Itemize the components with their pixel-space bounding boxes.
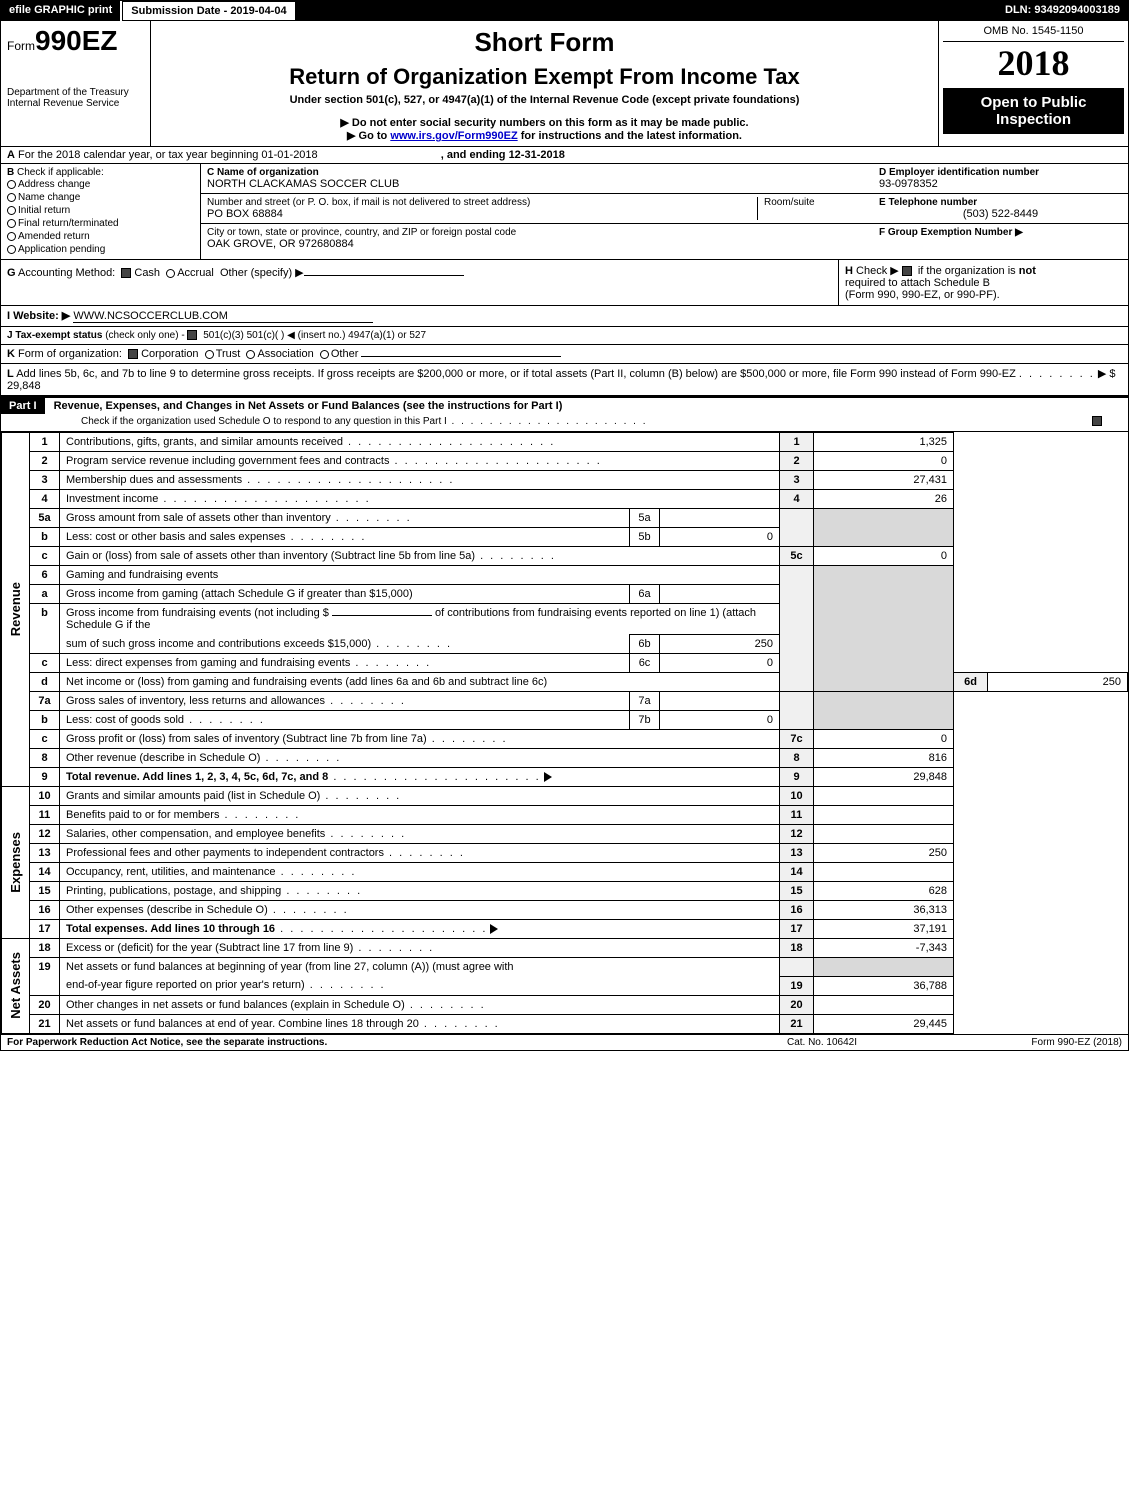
association-checkbox[interactable] — [246, 350, 255, 359]
section-text: Under section 501(c), 527, or 4947(a)(1)… — [157, 94, 932, 106]
check-initial-return[interactable]: Initial return — [7, 204, 194, 217]
ein: 93-0978352 — [879, 178, 1122, 190]
irs-label: Internal Revenue Service — [7, 98, 144, 109]
schedule-o-checkbox[interactable] — [1092, 416, 1102, 426]
expenses-section-label: Expenses — [8, 832, 23, 893]
line-10: Expenses 10 Grants and similar amounts p… — [2, 787, 1128, 806]
501c3-checkbox[interactable] — [187, 330, 197, 340]
line-H: H Check ▶ if the organization is not req… — [838, 260, 1128, 305]
check-final-return[interactable]: Final return/terminated — [7, 217, 194, 230]
group-exemption: F Group Exemption Number ▶ — [879, 227, 1122, 238]
ssn-warning: ▶ Do not enter social security numbers o… — [157, 116, 932, 129]
line-G: G Accounting Method: Cash Accrual Other … — [1, 260, 838, 305]
net-assets-section-label: Net Assets — [8, 952, 23, 1019]
line-21: 21 Net assets or fund balances at end of… — [2, 1014, 1128, 1033]
right-info-block: D Employer identification number 93-0978… — [873, 164, 1128, 259]
check-pending[interactable]: Application pending — [7, 243, 194, 256]
line-6d: d Net income or (loss) from gaming and f… — [2, 673, 1128, 692]
form-ref: Form 990-EZ (2018) — [922, 1037, 1122, 1048]
website-link[interactable]: WWW.NCSOCCERCLUB.COM — [73, 310, 373, 323]
main-title: Return of Organization Exempt From Incom… — [157, 64, 932, 90]
line-7a: 7a Gross sales of inventory, less return… — [2, 692, 1128, 711]
line-6: 6 Gaming and fundraising events — [2, 566, 1128, 585]
line-14: 14 Occupancy, rent, utilities, and maint… — [2, 863, 1128, 882]
line-3: 3 Membership dues and assessments 3 27,4… — [2, 471, 1128, 490]
line-8: 8 Other revenue (describe in Schedule O)… — [2, 749, 1128, 768]
line-11: 11 Benefits paid to or for members 11 — [2, 806, 1128, 825]
check-if-applicable: B Check if applicable: Address change Na… — [1, 164, 201, 259]
trust-checkbox[interactable] — [205, 350, 214, 359]
line-16: 16 Other expenses (describe in Schedule … — [2, 901, 1128, 920]
form-header: Form990EZ Department of the Treasury Int… — [1, 21, 1128, 147]
top-bar: efile GRAPHIC print Submission Date - 20… — [1, 1, 1128, 21]
dln: DLN: 93492094003189 — [997, 1, 1128, 21]
accrual-checkbox[interactable] — [166, 269, 175, 278]
line-5b: b Less: cost or other basis and sales ex… — [2, 528, 1128, 547]
open-to-public: Open to Public Inspection — [943, 88, 1124, 134]
omb-number: OMB No. 1545-1150 — [943, 25, 1124, 42]
org-info-block: B Check if applicable: Address change Na… — [1, 164, 1128, 260]
line-1: Revenue 1 Contributions, gifts, grants, … — [2, 433, 1128, 452]
line-5c: c Gain or (loss) from sale of assets oth… — [2, 547, 1128, 566]
goto-line: ▶ Go to www.irs.gov/Form990EZ for instru… — [157, 129, 932, 142]
efile-label: efile GRAPHIC print — [1, 1, 122, 21]
line-17: 17 Total expenses. Add lines 10 through … — [2, 920, 1128, 939]
org-name-address: C Name of organization NORTH CLACKAMAS S… — [201, 164, 873, 259]
line-A: A For the 2018 calendar year, or tax yea… — [1, 147, 1128, 163]
other-org-checkbox[interactable] — [320, 350, 329, 359]
line-12: 12 Salaries, other compensation, and emp… — [2, 825, 1128, 844]
cat-no: Cat. No. 10642I — [722, 1037, 922, 1048]
line-I: I Website: ▶ WWW.NCSOCCERCLUB.COM — [1, 306, 1128, 327]
part-I-header: Part I Revenue, Expenses, and Changes in… — [1, 396, 1128, 432]
line-7c: c Gross profit or (loss) from sales of i… — [2, 730, 1128, 749]
short-form-title: Short Form — [157, 27, 932, 58]
irs-link[interactable]: www.irs.gov/Form990EZ — [390, 130, 517, 142]
tax-year: 2018 — [943, 42, 1124, 84]
check-name-change[interactable]: Name change — [7, 191, 194, 204]
paperwork-notice: For Paperwork Reduction Act Notice, see … — [7, 1037, 722, 1048]
line-6c: c Less: direct expenses from gaming and … — [2, 654, 1128, 673]
line-6a: a Gross income from gaming (attach Sched… — [2, 585, 1128, 604]
line-5a: 5a Gross amount from sale of assets othe… — [2, 509, 1128, 528]
part-I-table: Revenue 1 Contributions, gifts, grants, … — [1, 432, 1128, 1034]
line-7b: b Less: cost of goods sold 7b 0 — [2, 711, 1128, 730]
line-K: K Form of organization: Corporation Trus… — [1, 345, 1128, 364]
line-13: 13 Professional fees and other payments … — [2, 844, 1128, 863]
form-990ez-page: efile GRAPHIC print Submission Date - 20… — [0, 0, 1129, 1051]
line-L: L Add lines 5b, 6c, and 7b to line 9 to … — [1, 364, 1128, 396]
check-amended[interactable]: Amended return — [7, 230, 194, 243]
revenue-section-label: Revenue — [8, 582, 23, 636]
line-J: J Tax-exempt status (check only one) - 5… — [1, 327, 1128, 345]
line-2: 2 Program service revenue including gove… — [2, 452, 1128, 471]
line-19-1: 19 Net assets or fund balances at beginn… — [2, 958, 1128, 977]
dept-treasury: Department of the Treasury — [7, 87, 144, 98]
corporation-checkbox[interactable] — [128, 349, 138, 359]
phone: (503) 522-8449 — [879, 208, 1122, 220]
form-number: Form990EZ — [7, 25, 144, 57]
line-6b-1: b Gross income from fundraising events (… — [2, 604, 1128, 635]
submission-date: Submission Date - 2019-04-04 — [122, 1, 295, 21]
org-street: PO BOX 68884 — [207, 208, 757, 220]
line-15: 15 Printing, publications, postage, and … — [2, 882, 1128, 901]
room-suite: Room/suite — [757, 197, 867, 220]
page-footer: For Paperwork Reduction Act Notice, see … — [1, 1034, 1128, 1050]
line-18: Net Assets 18 Excess or (deficit) for th… — [2, 939, 1128, 958]
line-9: 9 Total revenue. Add lines 1, 2, 3, 4, 5… — [2, 768, 1128, 787]
line-6b-2: sum of such gross income and contributio… — [2, 635, 1128, 654]
schedule-b-checkbox[interactable] — [902, 266, 912, 276]
check-address-change[interactable]: Address change — [7, 178, 194, 191]
line-20: 20 Other changes in net assets or fund b… — [2, 995, 1128, 1014]
org-name: NORTH CLACKAMAS SOCCER CLUB — [207, 178, 867, 190]
line-19-2: end-of-year figure reported on prior yea… — [2, 976, 1128, 995]
cash-checkbox[interactable] — [121, 268, 131, 278]
org-city: OAK GROVE, OR 972680884 — [207, 238, 867, 250]
line-4: 4 Investment income 4 26 — [2, 490, 1128, 509]
